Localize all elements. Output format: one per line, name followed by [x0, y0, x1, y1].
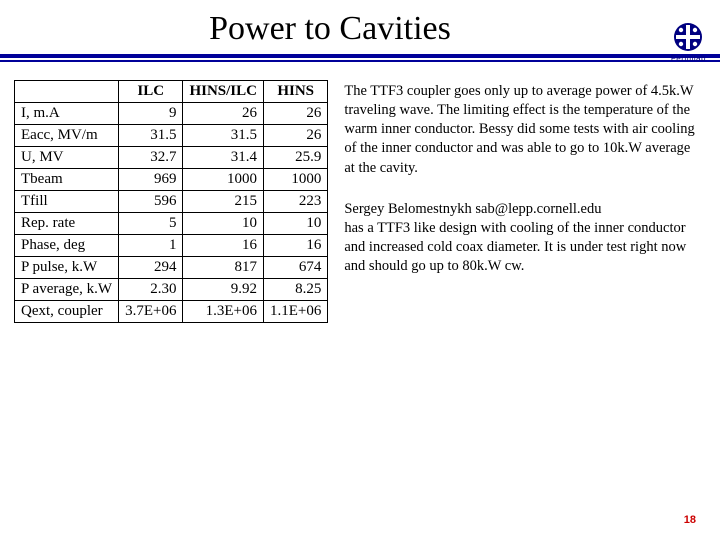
table-cell: 1000 [263, 169, 327, 191]
table-row: U, MV32.731.425.9 [15, 147, 328, 169]
row-label: Tbeam [15, 169, 119, 191]
title-underline [0, 54, 720, 62]
page-title: Power to Cavities [209, 10, 451, 48]
table-cell: 25.9 [263, 147, 327, 169]
table-row: P average, k.W2.309.928.25 [15, 279, 328, 301]
table-cell: 10 [263, 213, 327, 235]
table-cell: 1000 [183, 169, 264, 191]
table-row: I, m.A92626 [15, 103, 328, 125]
table-cell: 26 [263, 125, 327, 147]
fermilab-logo-icon [673, 22, 703, 52]
row-label: Rep. rate [15, 213, 119, 235]
table-cell: 5 [119, 213, 183, 235]
table-cell: 31.4 [183, 147, 264, 169]
table-cell: 969 [119, 169, 183, 191]
table-row: P pulse, k.W294817674 [15, 257, 328, 279]
description-column: The TTF3 coupler goes only up to average… [344, 80, 706, 323]
row-label: Qext, coupler [15, 301, 119, 323]
table-cell: 223 [263, 191, 327, 213]
page-number: 18 [684, 514, 696, 526]
table-cell: 9.92 [183, 279, 264, 301]
table-row: Tfill596215223 [15, 191, 328, 213]
table-cell: 31.5 [183, 125, 264, 147]
col-header: ILC [119, 81, 183, 103]
col-header: HINS [263, 81, 327, 103]
paragraph-2: Sergey Belomestnykh sab@lepp.cornell.edu… [344, 200, 700, 277]
row-label: P average, k.W [15, 279, 119, 301]
table-cell: 215 [183, 191, 264, 213]
table-cell: 16 [183, 235, 264, 257]
row-label: Phase, deg [15, 235, 119, 257]
table-row: Rep. rate51010 [15, 213, 328, 235]
row-label: P pulse, k.W [15, 257, 119, 279]
table-cell: 8.25 [263, 279, 327, 301]
col-header [15, 81, 119, 103]
table-cell: 10 [183, 213, 264, 235]
table-cell: 31.5 [119, 125, 183, 147]
table-row: Eacc, MV/m31.531.526 [15, 125, 328, 147]
table-cell: 1 [119, 235, 183, 257]
fermilab-label: Fermilab [671, 54, 706, 63]
table-cell: 16 [263, 235, 327, 257]
table-row: Tbeam96910001000 [15, 169, 328, 191]
parameters-table-wrap: ILC HINS/ILC HINS I, m.A92626Eacc, MV/m3… [14, 80, 328, 323]
table-cell: 9 [119, 103, 183, 125]
table-row: Phase, deg11616 [15, 235, 328, 257]
table-cell: 1.3E+06 [183, 301, 264, 323]
table-cell: 3.7E+06 [119, 301, 183, 323]
table-cell: 32.7 [119, 147, 183, 169]
col-header: HINS/ILC [183, 81, 264, 103]
table-cell: 674 [263, 257, 327, 279]
table-cell: 26 [183, 103, 264, 125]
row-label: Eacc, MV/m [15, 125, 119, 147]
table-cell: 26 [263, 103, 327, 125]
paragraph-1: The TTF3 coupler goes only up to average… [344, 82, 700, 178]
table-header-row: ILC HINS/ILC HINS [15, 81, 328, 103]
table-cell: 294 [119, 257, 183, 279]
table-cell: 817 [183, 257, 264, 279]
row-label: Tfill [15, 191, 119, 213]
table-cell: 596 [119, 191, 183, 213]
fermilab-logo-area: Fermilab [671, 22, 706, 63]
parameters-table: ILC HINS/ILC HINS I, m.A92626Eacc, MV/m3… [14, 80, 328, 323]
table-cell: 2.30 [119, 279, 183, 301]
table-row: Qext, coupler3.7E+061.3E+061.1E+06 [15, 301, 328, 323]
table-cell: 1.1E+06 [263, 301, 327, 323]
row-label: U, MV [15, 147, 119, 169]
row-label: I, m.A [15, 103, 119, 125]
